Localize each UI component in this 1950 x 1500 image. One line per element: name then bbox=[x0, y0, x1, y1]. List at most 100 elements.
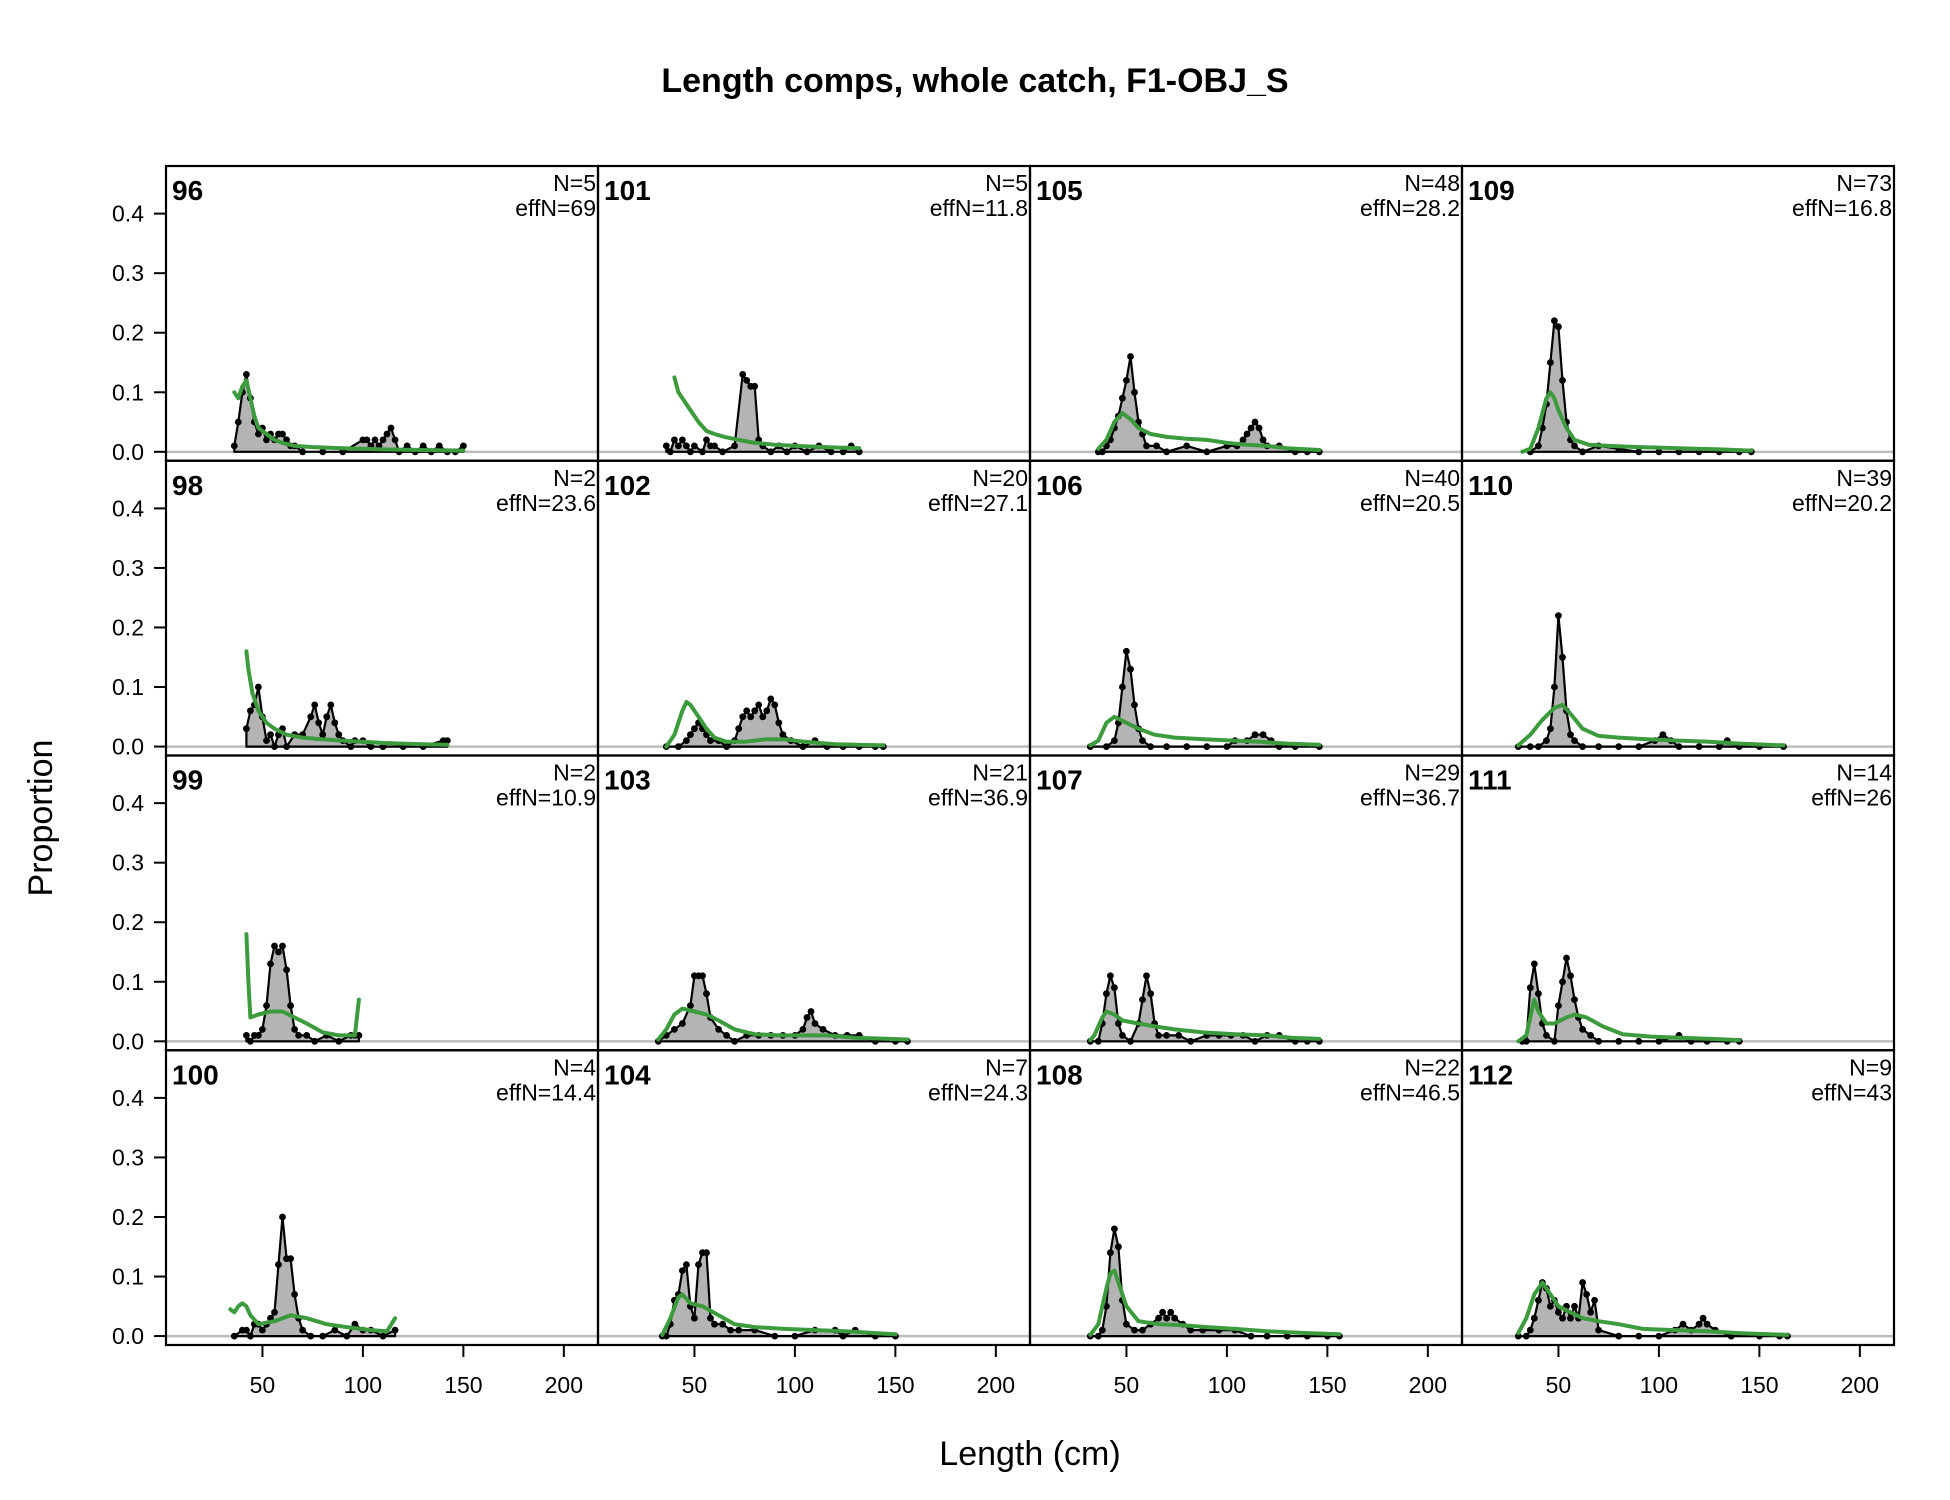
y-tick-label: 0.1 bbox=[112, 674, 144, 700]
observed-point bbox=[1591, 1296, 1598, 1304]
observed-point bbox=[267, 731, 274, 739]
observed-point bbox=[1526, 743, 1534, 750]
observed-point bbox=[1559, 978, 1566, 986]
observed-point bbox=[1571, 737, 1578, 744]
observed-point bbox=[675, 442, 682, 450]
observed-point bbox=[1155, 1032, 1162, 1039]
observed-point bbox=[1571, 1302, 1578, 1310]
panel-effn-text: effN=14.4 bbox=[496, 1079, 596, 1105]
observed-area bbox=[1097, 355, 1321, 453]
observed-point bbox=[1679, 1320, 1687, 1328]
observed-point bbox=[287, 1002, 294, 1009]
observed-point bbox=[283, 743, 290, 750]
observed-point bbox=[755, 701, 763, 709]
observed-point bbox=[1579, 448, 1586, 456]
observed-point bbox=[679, 436, 686, 444]
observed-point bbox=[683, 737, 690, 744]
observed-point bbox=[1127, 353, 1134, 360]
x-tick-label: 100 bbox=[776, 1372, 814, 1398]
observed-point bbox=[1551, 1037, 1558, 1045]
observed-point bbox=[279, 1213, 286, 1221]
observed-point bbox=[1163, 1314, 1170, 1322]
observed-point bbox=[1659, 731, 1667, 739]
panel-label: 109 bbox=[1468, 175, 1515, 206]
observed-point bbox=[230, 442, 238, 450]
panel-n-text: N=73 bbox=[1836, 170, 1892, 196]
observed-point bbox=[327, 701, 335, 709]
observed-point bbox=[1526, 1326, 1534, 1334]
y-tick-label: 0.1 bbox=[112, 1264, 144, 1290]
observed-point bbox=[1155, 1314, 1162, 1322]
panel-n-text: N=2 bbox=[553, 760, 596, 786]
observed-point bbox=[1111, 1225, 1118, 1233]
expected-line bbox=[232, 378, 466, 453]
panel-n-text: N=2 bbox=[553, 465, 596, 491]
observed-point bbox=[839, 448, 847, 456]
observed-point bbox=[691, 442, 698, 450]
x-tick-label: 150 bbox=[876, 1372, 914, 1398]
panel-effn-text: effN=36.7 bbox=[1360, 785, 1460, 811]
observed-point bbox=[255, 1032, 262, 1039]
observed-point bbox=[1530, 960, 1538, 968]
observed-point bbox=[1139, 1326, 1146, 1334]
observed-point bbox=[291, 1291, 298, 1298]
observed-point bbox=[1535, 1296, 1542, 1304]
observed-point bbox=[1127, 1037, 1134, 1045]
observed-point bbox=[767, 448, 775, 456]
observed-point bbox=[1147, 743, 1154, 750]
panel-effn-text: effN=20.5 bbox=[1360, 490, 1460, 516]
observed-point bbox=[1183, 442, 1191, 450]
observed-point bbox=[1259, 436, 1267, 444]
observed-point bbox=[379, 436, 387, 444]
observed-point bbox=[679, 1020, 686, 1027]
panel-effn-text: effN=11.8 bbox=[930, 195, 1028, 221]
observed-point bbox=[1175, 1032, 1183, 1039]
observed-point bbox=[371, 436, 379, 444]
observed-point bbox=[767, 695, 775, 703]
observed-point bbox=[1567, 1314, 1574, 1322]
y-tick-label: 0.0 bbox=[112, 734, 144, 760]
observed-point bbox=[1675, 743, 1683, 750]
observed-point bbox=[779, 731, 787, 739]
observed-point bbox=[1247, 424, 1255, 432]
observed-point bbox=[1595, 1037, 1602, 1045]
observed-point bbox=[387, 424, 395, 432]
observed-point bbox=[275, 948, 282, 956]
observed-point bbox=[1715, 743, 1723, 750]
observed-point bbox=[666, 448, 674, 456]
panel-n-text: N=48 bbox=[1404, 170, 1460, 196]
observed-point bbox=[363, 436, 371, 444]
observed-point bbox=[1251, 418, 1259, 426]
y-tick-label: 0.2 bbox=[112, 614, 144, 640]
panel-label: 110 bbox=[1468, 470, 1513, 501]
observed-point bbox=[699, 972, 706, 980]
observed-point bbox=[234, 418, 242, 426]
observed-point bbox=[1522, 1037, 1530, 1045]
panel-label: 102 bbox=[604, 470, 651, 501]
observed-point bbox=[1143, 442, 1150, 450]
observed-point bbox=[723, 1032, 730, 1039]
observed-point bbox=[791, 1332, 799, 1340]
observed-point bbox=[1583, 1291, 1590, 1298]
panel-label: 96 bbox=[172, 175, 203, 206]
observed-point bbox=[1153, 442, 1160, 450]
observed-point bbox=[1163, 743, 1170, 750]
observed-point bbox=[271, 1308, 278, 1316]
observed-area bbox=[245, 685, 449, 748]
observed-point bbox=[1187, 1037, 1195, 1045]
observed-point bbox=[739, 713, 747, 721]
observed-point bbox=[723, 743, 730, 750]
observed-point bbox=[1547, 359, 1554, 366]
observed-point bbox=[839, 1332, 847, 1340]
observed-point bbox=[707, 737, 714, 744]
panel-label: 108 bbox=[1036, 1059, 1083, 1090]
panel-label: 103 bbox=[604, 765, 651, 796]
panel-effn-text: effN=36.9 bbox=[928, 785, 1028, 811]
observed-point bbox=[783, 448, 791, 456]
observed-point bbox=[383, 430, 391, 438]
observed-point bbox=[751, 382, 759, 390]
observed-area bbox=[233, 1215, 397, 1338]
observed-point bbox=[1526, 984, 1534, 992]
x-tick-label: 200 bbox=[545, 1372, 583, 1398]
